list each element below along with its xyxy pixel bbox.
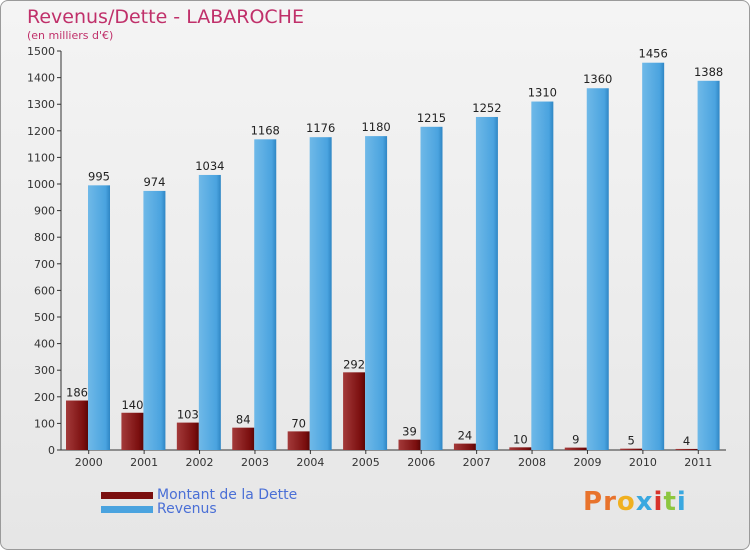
bar-revenue: [254, 139, 277, 450]
value-label-debt: 70: [291, 416, 306, 430]
x-tick-label: 2008: [518, 456, 546, 469]
logo-letter: o: [616, 487, 636, 517]
x-tick-label: 2011: [684, 456, 712, 469]
x-tick-label: 2005: [352, 456, 380, 469]
value-label-debt: 140: [121, 398, 143, 412]
bar-revenue: [586, 88, 609, 451]
y-tick-label: 1400: [27, 72, 55, 85]
y-tick-label: 700: [34, 258, 55, 271]
value-label-debt: 5: [628, 434, 635, 448]
bar-revenue: [475, 116, 498, 450]
bar-debt: [398, 439, 421, 450]
legend-label-debt: Montant de la Dette: [157, 487, 298, 503]
legend-item-revenue: Revenus: [101, 501, 217, 517]
bar-debt: [675, 448, 698, 450]
x-tick-label: 2000: [75, 456, 103, 469]
y-tick-label: 200: [34, 391, 55, 404]
y-tick-label: 1200: [27, 125, 55, 138]
value-label-debt: 186: [66, 386, 88, 400]
value-label-revenue: 1456: [639, 47, 668, 61]
value-label-debt: 84: [236, 413, 251, 427]
bar-revenue: [143, 190, 166, 450]
bar-revenue: [198, 174, 221, 450]
bar-debt: [287, 431, 310, 450]
value-label-debt: 24: [458, 429, 473, 443]
x-tick-label: 2003: [241, 456, 269, 469]
legend-swatch-revenue: [101, 505, 153, 513]
value-label-debt: 292: [343, 357, 365, 371]
y-tick-label: 1500: [27, 45, 55, 58]
bar-revenue: [88, 185, 110, 450]
y-tick-label: 100: [34, 417, 55, 430]
y-tick-label: 1300: [27, 98, 55, 111]
chart-subtitle: (en milliers d'€): [27, 29, 114, 42]
bar-revenue: [420, 126, 443, 450]
y-tick-label: 800: [34, 231, 55, 244]
bar-revenue: [531, 101, 554, 450]
bar-debt: [564, 447, 587, 450]
legend-item-debt: Montant de la Dette: [101, 487, 297, 503]
x-tick-label: 2010: [629, 456, 657, 469]
bar-debt: [453, 443, 476, 450]
x-tick-label: 2004: [296, 456, 324, 469]
bar-revenue: [697, 80, 720, 451]
x-tick-label: 2001: [130, 456, 158, 469]
value-label-revenue: 1215: [417, 111, 446, 125]
value-label-revenue: 1388: [694, 65, 723, 79]
chart-title: Revenus/Dette - LABAROCHE: [27, 6, 304, 28]
legend-swatch-debt: [101, 491, 153, 499]
y-tick-label: 400: [34, 338, 55, 351]
value-label-revenue: 1180: [361, 120, 390, 134]
axes: 0 100 200 300 400 500 600 700 800 900 1000 1100 1200…: [27, 45, 726, 469]
y-tick-label: 1000: [27, 178, 55, 191]
y-tick-label: 300: [34, 364, 55, 377]
y-tick-label: 900: [34, 205, 55, 218]
value-label-revenue: 1252: [472, 101, 501, 115]
bar-debt: [620, 448, 643, 450]
value-label-revenue: 974: [143, 175, 165, 189]
value-label-revenue: 1168: [251, 123, 280, 137]
y-tick-label: 500: [34, 311, 55, 324]
x-tick-label: 2002: [186, 456, 214, 469]
bar-debt: [232, 427, 255, 450]
y-tick-label: 600: [34, 284, 55, 297]
value-label-debt: 39: [402, 425, 417, 439]
logo-letter: i: [653, 487, 664, 517]
value-label-debt: 10: [513, 432, 528, 446]
bar-revenue: [642, 62, 665, 450]
bar-debt: [509, 447, 532, 450]
bar-debt: [176, 422, 199, 450]
y-tick-label: 1100: [27, 151, 55, 164]
value-labels: 186 995 140 974 103 1034 84 1168 70 1176 292 1180 39…: [66, 47, 723, 448]
x-tick-label: 2007: [463, 456, 491, 469]
logo-letter: P: [583, 487, 604, 517]
bar-revenue: [309, 137, 332, 450]
logo-letter: t: [663, 487, 677, 517]
value-label-revenue: 1176: [306, 121, 335, 135]
x-tick-label: 2006: [407, 456, 435, 469]
value-label-revenue: 995: [88, 169, 110, 183]
value-label-debt: 103: [177, 408, 199, 422]
y-tick-label: 0: [48, 444, 55, 457]
value-label-revenue: 1360: [583, 72, 612, 86]
proxiti-logo: Proxiti: [583, 487, 687, 517]
bar-revenue: [365, 136, 388, 450]
value-label-revenue: 1034: [195, 159, 224, 173]
logo-letter: x: [635, 487, 654, 517]
bar-debt: [121, 412, 144, 450]
legend-label-revenue: Revenus: [157, 501, 217, 517]
value-label-revenue: 1310: [528, 86, 557, 100]
value-label-debt: 4: [683, 434, 690, 448]
value-label-debt: 9: [572, 433, 579, 447]
bars: [66, 62, 720, 451]
bar-debt: [66, 400, 88, 450]
x-tick-label: 2009: [573, 456, 601, 469]
logo-letter: i: [676, 487, 687, 517]
logo-letter: r: [603, 487, 617, 517]
bar-debt: [343, 372, 366, 450]
